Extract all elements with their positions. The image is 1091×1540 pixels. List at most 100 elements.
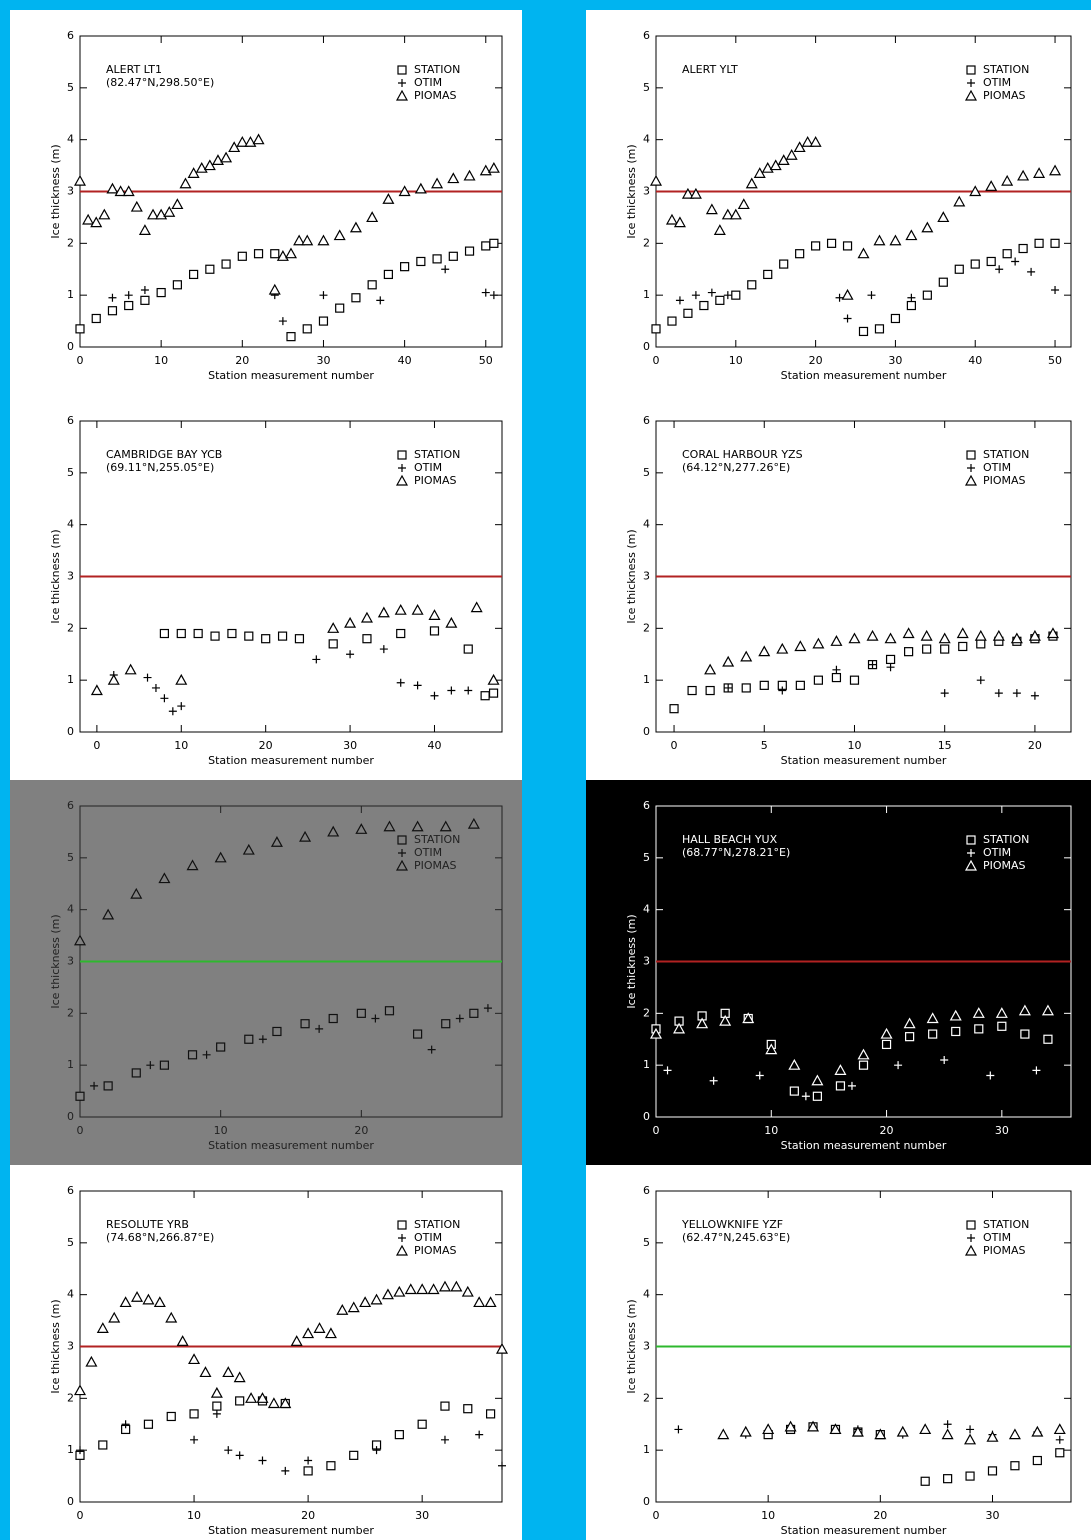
y-tick-label: 2	[643, 236, 650, 249]
station-marker	[885, 654, 896, 665]
station-marker	[448, 251, 458, 261]
piomas-marker	[114, 185, 127, 197]
station-marker	[469, 1008, 479, 1018]
otim-marker	[498, 1461, 506, 1470]
otim-marker	[151, 683, 160, 692]
piomas-marker	[188, 1353, 201, 1365]
station-title: YELLOWKNIFE YZF	[681, 1218, 783, 1231]
station-marker	[237, 251, 247, 261]
piomas-marker	[256, 1392, 269, 1403]
piomas-marker	[704, 663, 717, 675]
legend-label: PIOMAS	[983, 474, 1026, 487]
piomas-marker	[1031, 1425, 1044, 1437]
legend-symbol	[397, 65, 407, 75]
piomas-marker	[102, 908, 115, 920]
piomas-marker	[324, 1327, 337, 1339]
otim-marker	[724, 683, 733, 692]
station-marker	[103, 1081, 113, 1091]
piomas-marker	[1010, 632, 1023, 644]
piomas-marker	[199, 1366, 212, 1378]
piomas-marker	[130, 887, 143, 899]
piomas-marker	[279, 1397, 292, 1409]
piomas-marker	[431, 177, 444, 189]
x-tick-label: 20	[354, 1124, 368, 1137]
piomas-marker	[1053, 1423, 1066, 1435]
otim-marker	[146, 1061, 155, 1070]
piomas-marker	[986, 1430, 999, 1442]
y-tick-label: 0	[67, 340, 74, 353]
piomas-marker	[175, 673, 188, 685]
legend-symbol	[967, 1234, 975, 1242]
station-marker	[193, 628, 203, 639]
station-marker	[928, 1029, 938, 1039]
piomas-marker	[964, 1433, 977, 1445]
otim-marker	[124, 291, 133, 300]
station-marker	[970, 259, 980, 269]
otim-marker	[413, 681, 422, 690]
station-marker	[890, 313, 901, 324]
y-tick-label: 5	[643, 81, 650, 94]
station-marker	[849, 675, 860, 685]
station-marker	[244, 631, 254, 641]
y-tick-label: 1	[643, 673, 650, 686]
legend-symbol	[398, 464, 406, 472]
station-marker	[286, 332, 296, 342]
otim-marker	[90, 1081, 99, 1090]
piomas-marker	[974, 629, 987, 641]
legend-symbol	[967, 464, 975, 472]
station-coordinates: (69.11°N,255.05°E)	[106, 461, 214, 474]
piomas-marker	[737, 198, 750, 210]
x-tick-label: 0	[93, 739, 100, 752]
otim-marker	[843, 314, 852, 323]
station-marker	[300, 1019, 310, 1029]
piomas-marker	[439, 820, 452, 832]
legend-symbol	[397, 835, 407, 845]
piomas-marker	[176, 1335, 189, 1346]
station-marker	[731, 290, 741, 300]
station-coordinates: (64.12°N,277.26°E)	[682, 461, 790, 474]
piomas-marker	[179, 177, 192, 189]
x-tick-label: 15	[938, 739, 952, 752]
station-marker	[1018, 243, 1028, 254]
piomas-marker	[165, 1311, 178, 1323]
otim-marker	[319, 291, 328, 300]
station-marker	[480, 691, 490, 701]
station-marker	[383, 269, 393, 280]
station-marker	[172, 280, 182, 290]
piomas-marker	[142, 1293, 155, 1305]
y-tick-label: 1	[643, 288, 650, 301]
otim-marker	[709, 1076, 718, 1085]
legend-label: OTIM	[414, 846, 442, 859]
y-tick-label: 3	[67, 955, 74, 968]
piomas-marker	[841, 288, 854, 300]
station-marker	[1050, 238, 1060, 248]
x-tick-label: 50	[1048, 354, 1062, 367]
x-tick-label: 0	[77, 1509, 84, 1522]
legend-symbol	[964, 89, 978, 101]
station-marker	[667, 316, 677, 326]
station-marker	[212, 1401, 222, 1411]
station-marker	[463, 644, 473, 654]
piomas-marker	[1049, 164, 1062, 176]
piomas-marker	[873, 234, 886, 246]
piomas-marker	[719, 1014, 732, 1026]
legend-symbol	[967, 79, 975, 87]
otim-marker	[315, 1024, 324, 1033]
piomas-marker	[299, 830, 312, 842]
otim-marker	[346, 650, 355, 659]
station-marker	[98, 1440, 108, 1450]
piomas-marker	[284, 247, 298, 259]
station-marker	[362, 634, 372, 644]
station-marker	[159, 628, 169, 639]
station-marker	[277, 631, 288, 641]
x-tick-label: 10	[764, 1124, 778, 1137]
piomas-marker	[995, 1007, 1008, 1018]
piomas-marker	[138, 224, 151, 235]
x-tick-label: 30	[316, 354, 330, 367]
station-marker	[958, 641, 968, 652]
station-marker	[187, 1050, 198, 1060]
y-tick-label: 1	[67, 1443, 74, 1456]
y-tick-label: 2	[643, 621, 650, 634]
